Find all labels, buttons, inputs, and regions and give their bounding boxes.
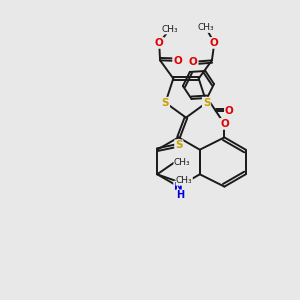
Text: S: S <box>162 98 169 108</box>
Text: N: N <box>174 182 183 192</box>
Text: H: H <box>176 190 184 200</box>
Text: CH₃: CH₃ <box>176 176 193 185</box>
Text: O: O <box>225 106 234 116</box>
Text: CH₃: CH₃ <box>161 25 178 34</box>
Text: CH₃: CH₃ <box>198 23 214 32</box>
Text: CH₃: CH₃ <box>174 158 190 167</box>
Text: S: S <box>175 140 182 150</box>
Text: O: O <box>210 38 219 48</box>
Text: O: O <box>189 57 198 67</box>
Text: S: S <box>203 98 210 108</box>
Text: O: O <box>155 38 164 48</box>
Text: O: O <box>173 56 182 66</box>
Text: O: O <box>220 119 229 129</box>
